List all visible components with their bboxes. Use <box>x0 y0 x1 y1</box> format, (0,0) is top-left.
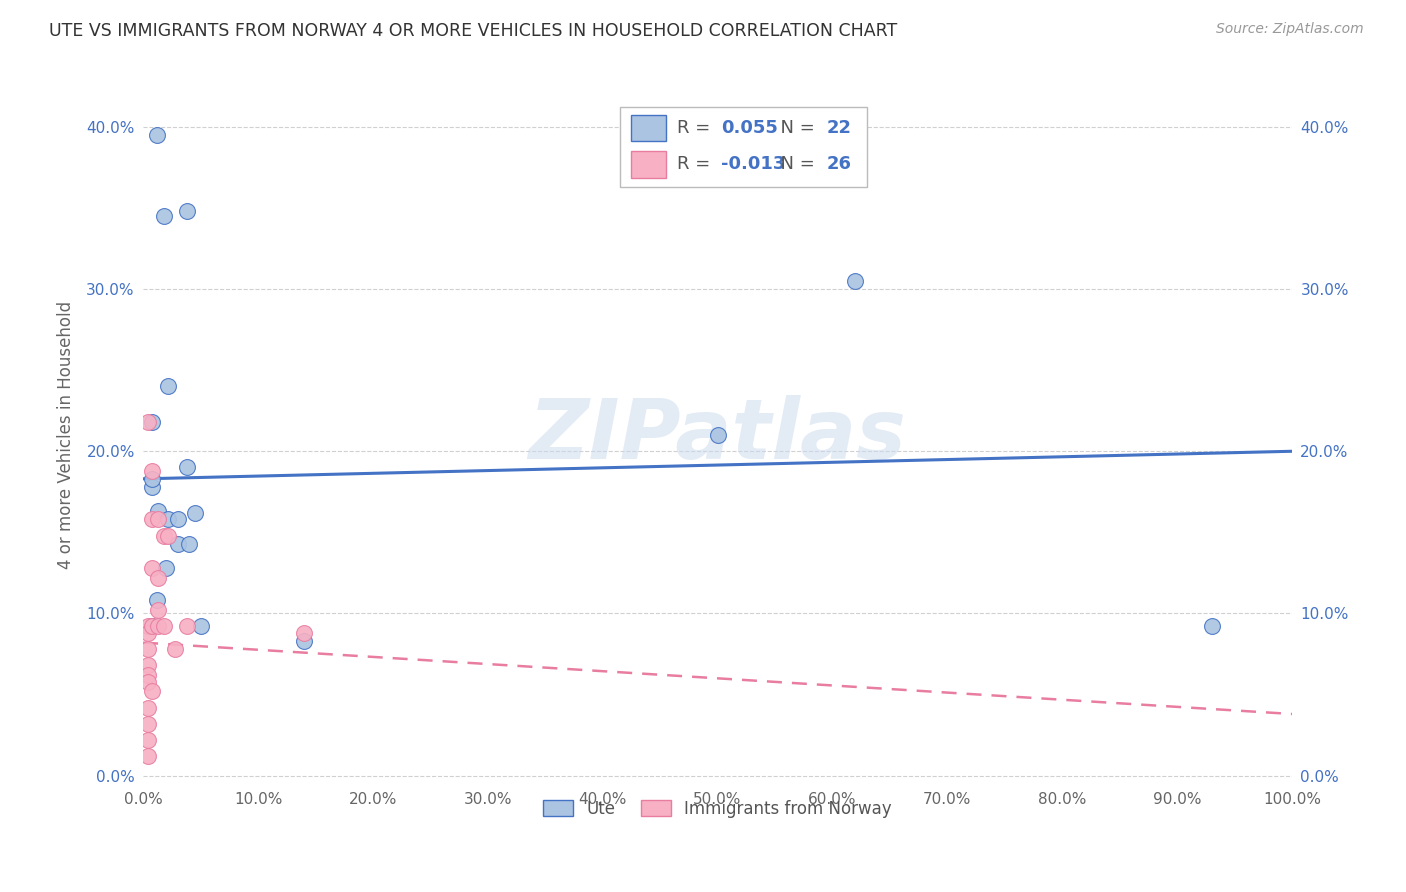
Point <box>146 128 169 142</box>
Point <box>177 537 200 551</box>
Text: ZIPatlas: ZIPatlas <box>529 394 907 475</box>
Point <box>292 634 315 648</box>
Point <box>136 668 159 682</box>
Point <box>165 642 187 657</box>
Point <box>136 674 159 689</box>
Point <box>166 537 188 551</box>
Point <box>146 603 169 617</box>
Point <box>146 504 169 518</box>
Point <box>176 460 198 475</box>
Point <box>136 619 159 633</box>
Text: UTE VS IMMIGRANTS FROM NORWAY 4 OR MORE VEHICLES IN HOUSEHOLD CORRELATION CHART: UTE VS IMMIGRANTS FROM NORWAY 4 OR MORE … <box>49 22 897 40</box>
Text: -0.013: -0.013 <box>721 155 786 173</box>
Point <box>141 619 163 633</box>
Point <box>292 626 315 640</box>
Y-axis label: 4 or more Vehicles in Household: 4 or more Vehicles in Household <box>58 301 75 569</box>
Point <box>157 528 180 542</box>
Point <box>136 749 159 764</box>
Point <box>141 512 163 526</box>
Point <box>136 658 159 673</box>
Point <box>146 593 169 607</box>
Point <box>155 561 177 575</box>
Point <box>136 700 159 714</box>
Point <box>136 733 159 747</box>
FancyBboxPatch shape <box>631 152 666 178</box>
FancyBboxPatch shape <box>631 115 666 142</box>
Point <box>153 619 176 633</box>
Point <box>136 626 159 640</box>
Point <box>141 561 163 575</box>
Point <box>706 428 728 442</box>
Point <box>141 464 163 478</box>
Point <box>141 472 163 486</box>
Point <box>184 506 207 520</box>
Point <box>136 716 159 731</box>
Point <box>141 684 163 698</box>
Point <box>146 571 169 585</box>
Point <box>141 415 163 429</box>
Point <box>844 274 866 288</box>
Point <box>166 512 188 526</box>
Point <box>146 619 169 633</box>
Text: R =: R = <box>678 120 716 137</box>
Text: Source: ZipAtlas.com: Source: ZipAtlas.com <box>1216 22 1364 37</box>
Point <box>157 379 180 393</box>
Text: 22: 22 <box>827 120 852 137</box>
Text: R =: R = <box>678 155 716 173</box>
Text: 26: 26 <box>827 155 852 173</box>
Point <box>146 512 169 526</box>
Point <box>1201 619 1223 633</box>
Legend: Ute, Immigrants from Norway: Ute, Immigrants from Norway <box>537 793 898 824</box>
Point <box>157 512 180 526</box>
Text: N =: N = <box>769 155 821 173</box>
FancyBboxPatch shape <box>620 107 868 187</box>
Text: N =: N = <box>769 120 821 137</box>
Point <box>136 642 159 657</box>
Text: 0.055: 0.055 <box>721 120 778 137</box>
Point <box>141 619 163 633</box>
Point <box>176 204 198 219</box>
Point <box>190 619 212 633</box>
Point <box>141 480 163 494</box>
Point <box>176 619 198 633</box>
Point <box>136 415 159 429</box>
Point <box>153 209 176 223</box>
Point <box>153 528 176 542</box>
